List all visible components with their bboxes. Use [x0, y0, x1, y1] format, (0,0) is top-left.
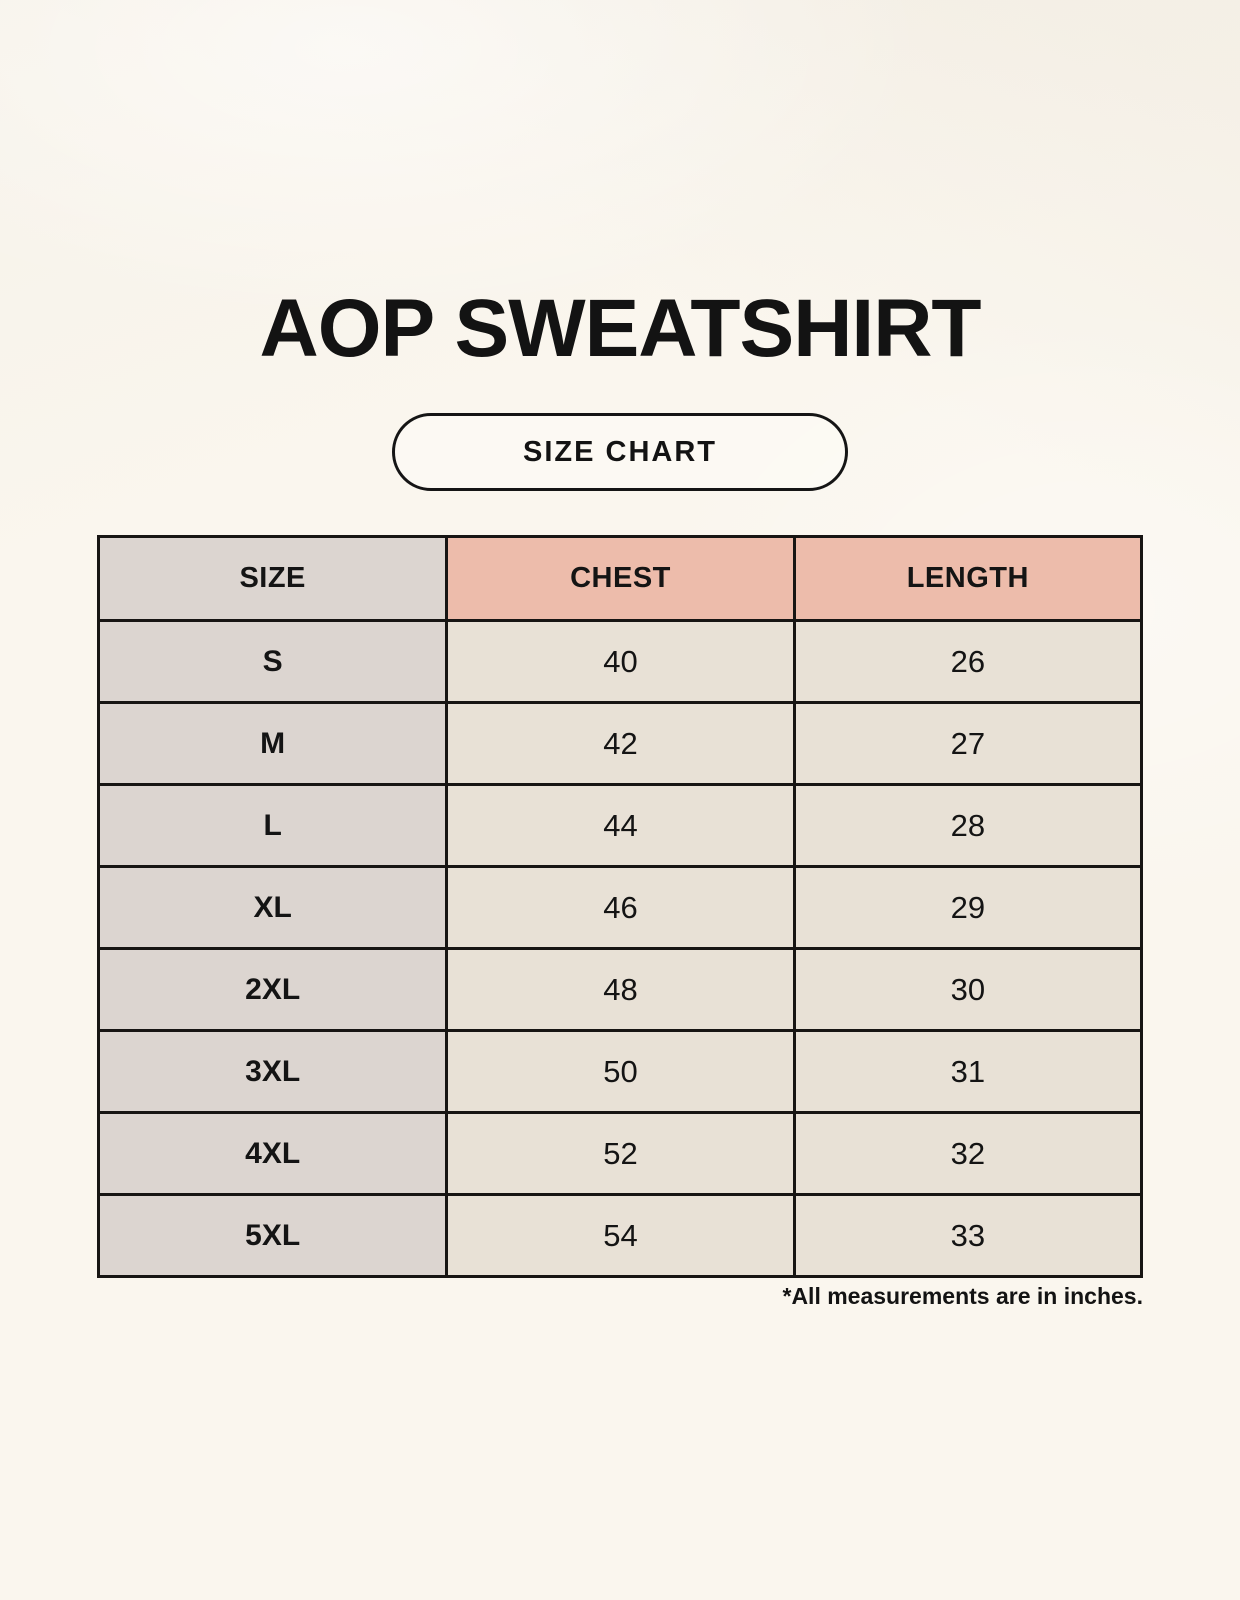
length-value: 30 [792, 947, 1144, 1032]
chest-value: 54 [445, 1193, 796, 1278]
measurements-footnote: *All measurements are in inches. [782, 1283, 1144, 1309]
size-label: 5XL [96, 1193, 449, 1278]
table-row: S 40 26 [96, 619, 1144, 704]
length-value: 31 [792, 1029, 1144, 1114]
size-chart-badge: SIZE CHART [392, 413, 848, 491]
column-header-size: SIZE [96, 535, 449, 622]
chest-value: 44 [445, 783, 796, 868]
chest-value: 46 [445, 865, 796, 950]
header-row: SIZE CHEST LENGTH [96, 535, 1144, 622]
length-value: 27 [792, 701, 1144, 786]
table-row: 5XL 54 33 [96, 1193, 1144, 1278]
table-row: 2XL 48 30 [96, 947, 1144, 1032]
column-header-length: LENGTH [792, 535, 1144, 622]
size-label: S [96, 619, 449, 704]
size-label: XL [96, 865, 449, 950]
table-row: L 44 28 [96, 783, 1144, 868]
chest-value: 48 [445, 947, 796, 1032]
table-row: XL 46 29 [96, 865, 1144, 950]
table-row: 4XL 52 32 [96, 1111, 1144, 1196]
size-label: 4XL [96, 1111, 449, 1196]
length-value: 28 [792, 783, 1144, 868]
column-header-chest: CHEST [445, 535, 796, 622]
chest-value: 42 [445, 701, 796, 786]
size-chart-table: SIZE CHEST LENGTH S 40 26 M 42 27 L 44 2… [96, 535, 1144, 1278]
chest-value: 52 [445, 1111, 796, 1196]
table-row: 3XL 50 31 [96, 1029, 1144, 1114]
size-label: L [96, 783, 449, 868]
size-label: 3XL [96, 1029, 449, 1114]
size-label: 2XL [96, 947, 449, 1032]
length-value: 32 [792, 1111, 1144, 1196]
length-value: 29 [792, 865, 1144, 950]
length-value: 33 [792, 1193, 1144, 1278]
chest-value: 40 [445, 619, 796, 704]
table-row: M 42 27 [96, 701, 1144, 786]
size-chart-badge-label: SIZE CHART [523, 435, 717, 468]
chest-value: 50 [445, 1029, 796, 1114]
size-label: M [96, 701, 449, 786]
length-value: 26 [792, 619, 1144, 704]
page-title: AOP SWEATSHIRT [259, 283, 982, 374]
